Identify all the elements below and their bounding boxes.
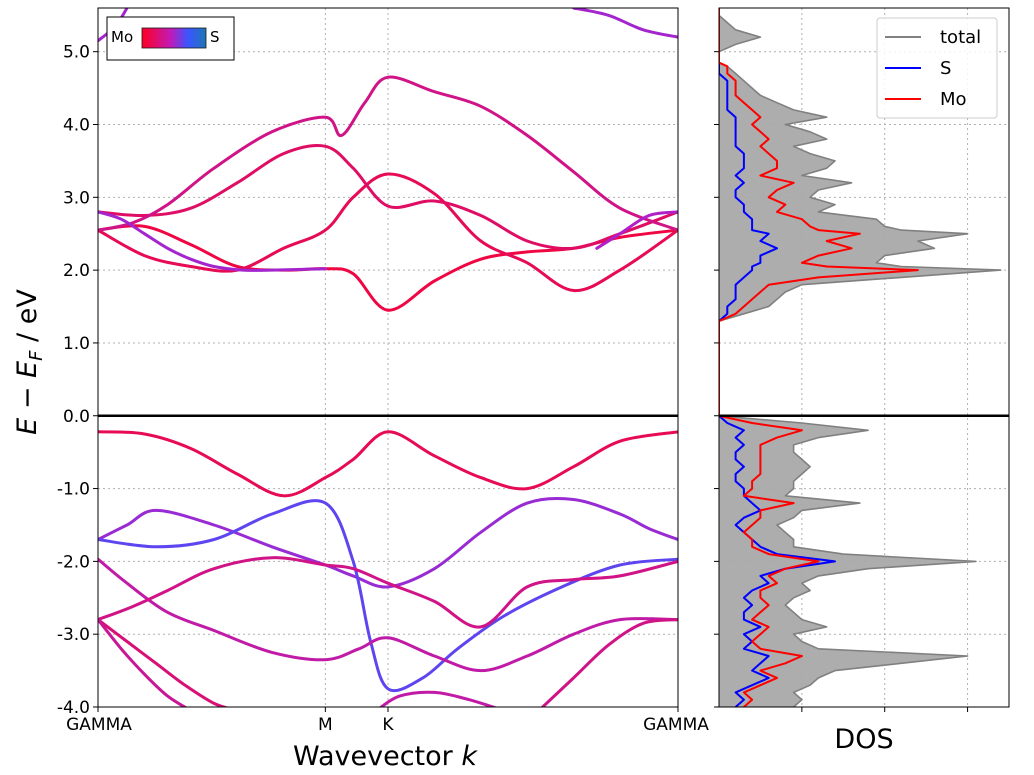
band-lines <box>98 8 678 707</box>
band-line-band-c8 <box>572 8 678 39</box>
band-line-band-v3 <box>98 499 678 693</box>
dos-curves <box>719 8 1002 707</box>
band-line-band-v2 <box>98 496 678 589</box>
band-line-band-c6 <box>595 210 678 250</box>
legend-mo-label: Mo <box>940 89 967 110</box>
legend-s-label: S <box>940 58 951 79</box>
colorbar-right-label: S <box>210 28 220 46</box>
dos-axes-frame <box>718 7 1010 708</box>
colorbar-gradient <box>141 27 207 49</box>
band-y-axis-label: E − EF / eV <box>12 289 47 435</box>
band-x-tick-label: GAMMA <box>643 715 709 735</box>
band-line-band-c2 <box>98 172 678 293</box>
legend-total-label: total <box>940 27 981 48</box>
band-y-tick-label: 5.0 <box>63 43 90 63</box>
band-y-tick-label: -4.0 <box>57 698 90 718</box>
colorbar-left-label: Mo <box>111 28 133 46</box>
band-structure-panel: -4.0 -3.0 -2.0 -1.0 0.0 1.0 2.0 3.0 4.0 5.0 GAMMA… <box>12 7 709 772</box>
dos-legend: total S Mo <box>876 17 998 119</box>
band-x-tick-label: M <box>318 715 333 735</box>
dos-y-ticks <box>714 51 719 708</box>
band-y-tick-label: -1.0 <box>57 480 90 500</box>
band-line-band-c4 <box>98 75 678 232</box>
band-axes-frame <box>97 7 679 708</box>
band-y-ticks: -4.0 -3.0 -2.0 -1.0 0.0 1.0 2.0 3.0 4.0 5.0 <box>57 43 98 718</box>
dos-x-axis-label: DOS <box>834 724 893 755</box>
dos-legend-box <box>876 17 998 119</box>
band-line-band-v8 <box>378 690 498 707</box>
colorbar-legend: Mo S <box>106 16 235 61</box>
band-y-tick-label: -2.0 <box>57 552 90 572</box>
dos-curve-mo <box>719 8 919 707</box>
band-y-tick-label: 4.0 <box>63 116 90 136</box>
dos-curve-total <box>719 8 1002 707</box>
band-line-band-v6 <box>98 618 230 707</box>
band-x-tick-label: GAMMA <box>66 715 132 735</box>
dos-curve-s <box>719 8 836 707</box>
band-x-axis-label: Wavevector k <box>293 741 478 772</box>
band-y-tick-label: 0.0 <box>63 407 90 427</box>
band-y-tick-label: 1.0 <box>63 334 90 354</box>
band-grid <box>97 8 679 708</box>
band-x-tick-label: K <box>382 715 394 735</box>
band-line-band-v7 <box>98 618 188 707</box>
dos-panel: DOS total S Mo <box>714 7 1010 755</box>
band-line-band-v1 <box>98 430 678 498</box>
band-line-band-v5 <box>98 556 678 629</box>
band-x-ticks: GAMMA M K GAMMA <box>66 707 709 735</box>
band-y-tick-label: 3.0 <box>63 188 90 208</box>
band-line-band-v4 <box>98 557 678 673</box>
band-line-band-c5 <box>98 210 327 272</box>
band-y-tick-label: 2.0 <box>63 261 90 281</box>
band-y-tick-label: -3.0 <box>57 625 90 645</box>
band-line-band-v9 <box>540 618 678 707</box>
band-line-band-c3 <box>98 144 678 251</box>
